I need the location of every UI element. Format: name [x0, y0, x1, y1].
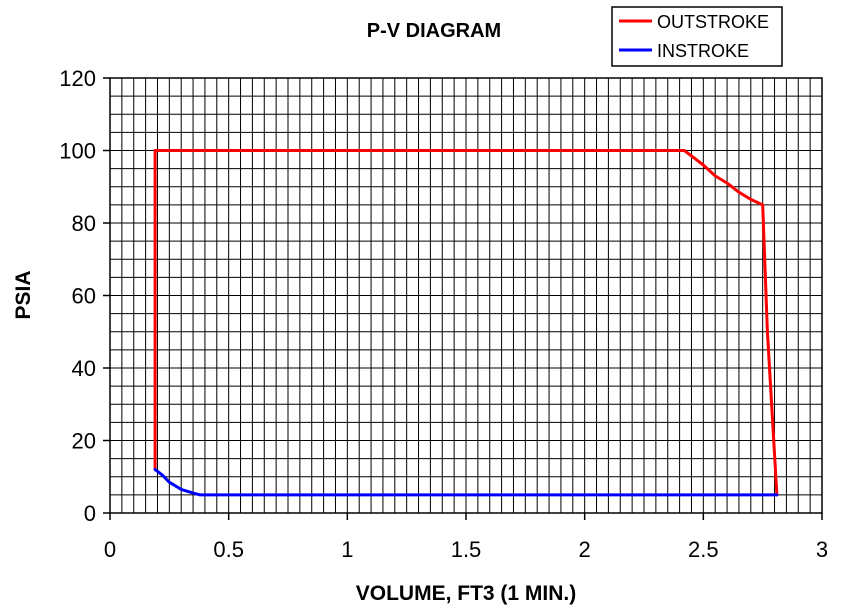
x-tick-label: 3 — [816, 537, 828, 562]
x-tick-label: 2.5 — [688, 537, 719, 562]
y-tick-label: 0 — [84, 501, 96, 526]
y-axis-title: PSIA — [12, 270, 35, 319]
x-tick-label: 0 — [104, 537, 116, 562]
legend: OUTSTROKE INSTROKE — [611, 6, 783, 67]
x-tick-label: 1 — [341, 537, 353, 562]
series-line-instroke — [153, 468, 779, 497]
y-tick-label: 40 — [72, 356, 96, 381]
series-layer — [153, 149, 779, 497]
chart-title: P-V DIAGRAM — [367, 20, 501, 42]
x-tick-label: 2 — [579, 537, 591, 562]
x-tick-label: 0.5 — [213, 537, 244, 562]
grid — [110, 78, 822, 513]
series-line-outstroke — [153, 149, 779, 497]
y-tick-label: 60 — [72, 284, 96, 309]
legend-label-outstroke: OUTSTROKE — [657, 12, 769, 32]
x-tick-label: 1.5 — [451, 537, 482, 562]
y-tick-label: 20 — [72, 429, 96, 454]
y-tick-label: 120 — [59, 66, 96, 91]
x-axis-title: VOLUME, FT3 (1 MIN.) — [356, 582, 577, 605]
legend-box — [611, 6, 783, 67]
tick-labels: 0 0.5 1 1.5 2 2.5 3 0 20 40 60 80 100 120 — [59, 66, 828, 562]
legend-label-instroke: INSTROKE — [657, 41, 749, 61]
y-tick-label: 100 — [59, 139, 96, 164]
y-tick-label: 80 — [72, 211, 96, 236]
